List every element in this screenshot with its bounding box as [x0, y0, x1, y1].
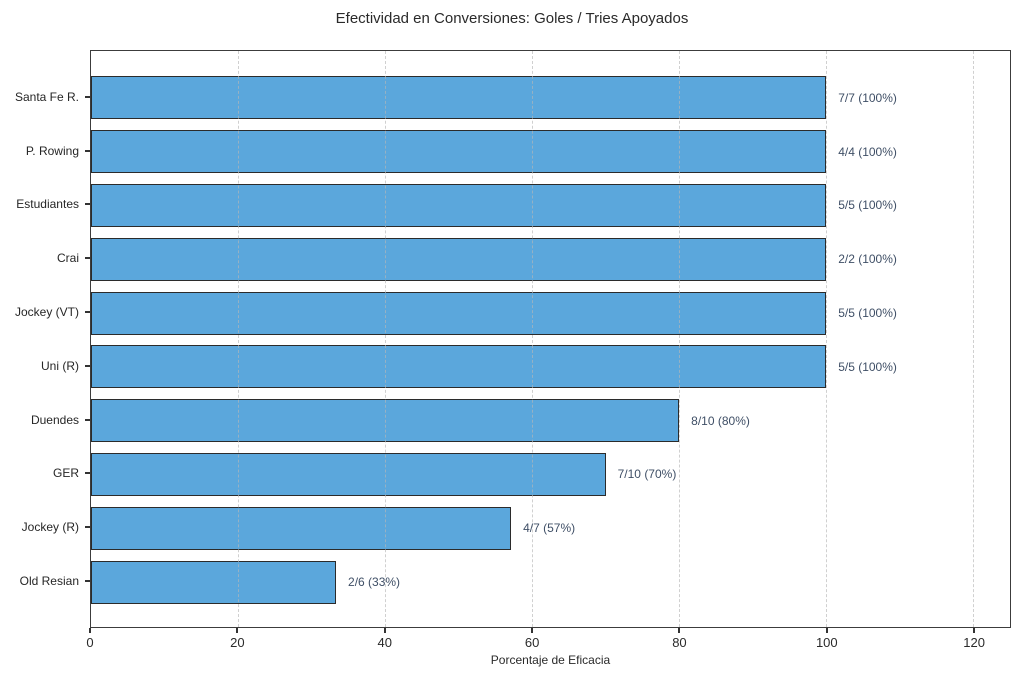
bar	[91, 237, 827, 281]
y-axis-label: Estudiantes	[16, 197, 79, 212]
bar-value-label: 2/2 (100%)	[838, 252, 897, 267]
y-axis-item: P. Rowing	[0, 124, 90, 178]
bar-value-label: 5/5 (100%)	[838, 359, 897, 374]
x-tick-label: 40	[377, 635, 392, 650]
y-axis-item: Duendes	[0, 393, 90, 447]
bar-value-label: 5/5 (100%)	[838, 198, 897, 213]
y-axis-label: Uni (R)	[41, 358, 79, 373]
x-tick	[825, 628, 828, 633]
bar	[91, 506, 512, 550]
y-tick	[85, 526, 90, 529]
y-axis-item: Jockey (VT)	[0, 285, 90, 339]
gridline	[973, 51, 975, 627]
bar-row: 2/6 (33%)	[91, 555, 1010, 609]
y-tick	[85, 580, 90, 583]
bar-row: 7/10 (70%)	[91, 448, 1010, 502]
x-tick-label: 120	[963, 635, 986, 650]
bar	[91, 130, 827, 174]
plot-area: 7/7 (100%) 4/4 (100%) 5/5 (100%) 2/2 (10…	[90, 50, 1011, 628]
y-tick	[85, 257, 90, 260]
y-tick	[85, 149, 90, 152]
x-axis: 0 20 40 60 80 100 120	[86, 628, 1011, 662]
bar-value-label: 4/4 (100%)	[838, 144, 897, 159]
y-axis-item: Old Resian	[0, 554, 90, 608]
bar	[91, 345, 827, 389]
bar-row: 4/7 (57%)	[91, 501, 1010, 555]
x-tick	[236, 628, 239, 633]
bar-value-label: 5/5 (100%)	[838, 306, 897, 321]
y-axis-item: Uni (R)	[0, 339, 90, 393]
x-tick-label: 0	[86, 635, 94, 650]
y-axis-label: P. Rowing	[25, 143, 79, 158]
y-axis-label: Old Resian	[19, 574, 79, 589]
bar-value-label: 4/7 (57%)	[523, 521, 576, 536]
x-tick-label: 60	[524, 635, 540, 650]
x-tick	[89, 628, 91, 633]
y-tick	[85, 203, 90, 206]
bar-value-label: 7/10 (70%)	[617, 467, 677, 482]
y-axis-item: Crai	[0, 231, 90, 285]
bar-value-label: 2/6 (33%)	[348, 575, 401, 590]
y-axis-item: Jockey (R)	[0, 500, 90, 554]
bar	[91, 291, 827, 335]
gridline	[238, 51, 240, 627]
y-tick	[85, 364, 90, 367]
y-axis-item: Santa Fe R.	[0, 70, 90, 124]
bar	[91, 76, 827, 120]
y-axis-label: Jockey (R)	[21, 520, 79, 535]
bars-container: 7/7 (100%) 4/4 (100%) 5/5 (100%) 2/2 (10…	[91, 51, 1010, 627]
x-tick	[531, 628, 534, 633]
x-tick	[383, 628, 386, 633]
bar-row: 4/4 (100%)	[91, 125, 1010, 179]
bar	[91, 183, 827, 227]
x-tick	[973, 628, 976, 633]
y-axis-label: Jockey (VT)	[14, 305, 79, 320]
chart-title: Efectividad en Conversiones: Goles / Tri…	[335, 10, 689, 27]
y-tick	[85, 472, 90, 475]
bar-row: 5/5 (100%)	[91, 179, 1010, 233]
y-tick	[85, 95, 90, 98]
y-axis-item: GER	[0, 447, 90, 501]
x-tick	[678, 628, 681, 633]
bar-row: 8/10 (80%)	[91, 394, 1010, 448]
y-tick	[85, 418, 90, 421]
bar-row: 5/5 (100%)	[91, 340, 1010, 394]
x-axis-label: Porcentaje de Eficacia	[490, 653, 611, 667]
bar-value-label: 8/10 (80%)	[691, 413, 750, 428]
bar-row: 5/5 (100%)	[91, 286, 1010, 340]
bar-row: 2/2 (100%)	[91, 232, 1010, 286]
gridline	[679, 51, 681, 627]
bar-row: 7/7 (100%)	[91, 71, 1010, 125]
y-axis-label: Duendes	[30, 412, 79, 427]
y-tick	[85, 311, 90, 314]
bar	[91, 452, 606, 496]
y-axis-label: Crai	[56, 251, 79, 266]
y-axis-label: GER	[52, 466, 79, 481]
x-tick-label: 100	[815, 635, 838, 650]
gridline	[385, 51, 387, 627]
y-axis-label: Santa Fe R.	[14, 89, 79, 104]
x-tick-label: 80	[672, 635, 687, 650]
bar	[91, 560, 337, 604]
x-tick-label: 20	[230, 635, 245, 650]
gridline	[826, 51, 828, 627]
gridline	[532, 51, 534, 627]
y-axis: Santa Fe R. P. Rowing Estudiantes Crai J…	[0, 50, 90, 628]
bar-value-label: 7/7 (100%)	[838, 90, 897, 105]
y-axis-item: Estudiantes	[0, 178, 90, 232]
